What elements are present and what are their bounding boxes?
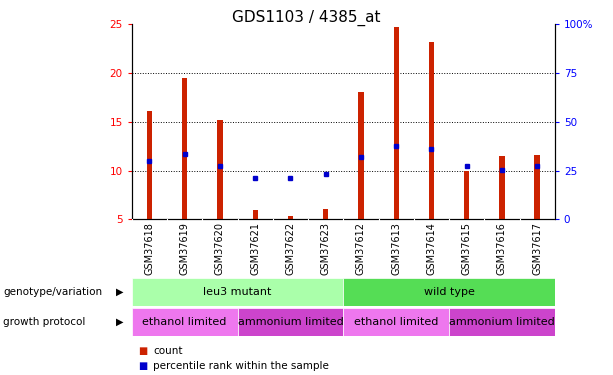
- Text: ■: ■: [138, 346, 147, 355]
- Bar: [182, 78, 188, 219]
- Bar: [287, 216, 293, 219]
- Text: count: count: [153, 346, 183, 355]
- Text: ▶: ▶: [116, 286, 123, 297]
- Text: ammonium limited: ammonium limited: [449, 316, 555, 327]
- Bar: [535, 155, 540, 219]
- Bar: [132, 278, 343, 306]
- Bar: [238, 308, 343, 336]
- Bar: [394, 27, 399, 219]
- Text: ethanol limited: ethanol limited: [142, 316, 227, 327]
- Text: ammonium limited: ammonium limited: [237, 316, 343, 327]
- Text: GSM37616: GSM37616: [497, 222, 507, 275]
- Text: GSM37623: GSM37623: [321, 222, 330, 275]
- Text: GSM37614: GSM37614: [427, 222, 436, 275]
- Text: growth protocol: growth protocol: [3, 316, 85, 327]
- Text: GSM37620: GSM37620: [215, 222, 225, 275]
- Bar: [147, 111, 152, 219]
- Text: ▶: ▶: [116, 316, 123, 327]
- Text: GSM37618: GSM37618: [145, 222, 154, 275]
- Bar: [217, 120, 223, 219]
- Text: GSM37612: GSM37612: [356, 222, 366, 275]
- Bar: [428, 42, 434, 219]
- Text: GDS1103 / 4385_at: GDS1103 / 4385_at: [232, 9, 381, 26]
- Bar: [323, 209, 329, 219]
- Text: percentile rank within the sample: percentile rank within the sample: [153, 361, 329, 370]
- Text: genotype/variation: genotype/variation: [3, 286, 102, 297]
- Bar: [449, 308, 555, 336]
- Bar: [343, 278, 555, 306]
- Bar: [343, 308, 449, 336]
- Text: GSM37619: GSM37619: [180, 222, 189, 275]
- Text: GSM37615: GSM37615: [462, 222, 471, 275]
- Text: GSM37617: GSM37617: [532, 222, 542, 275]
- Text: leu3 mutant: leu3 mutant: [204, 286, 272, 297]
- Bar: [132, 308, 238, 336]
- Bar: [464, 171, 470, 219]
- Text: wild type: wild type: [424, 286, 474, 297]
- Text: ethanol limited: ethanol limited: [354, 316, 438, 327]
- Text: GSM37622: GSM37622: [286, 222, 295, 275]
- Bar: [253, 210, 258, 219]
- Text: GSM37621: GSM37621: [250, 222, 260, 275]
- Text: GSM37613: GSM37613: [391, 222, 401, 275]
- Text: ■: ■: [138, 361, 147, 370]
- Bar: [499, 156, 504, 219]
- Bar: [358, 92, 364, 219]
